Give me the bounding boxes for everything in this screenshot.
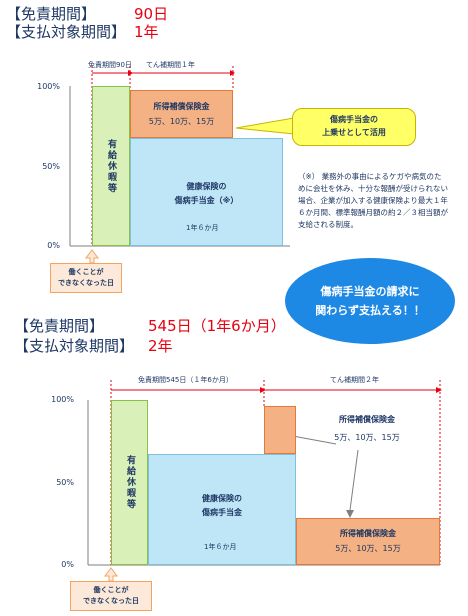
chart2-ytick-50: 50% (56, 478, 74, 487)
chart1-health-line1: 健康保険の (186, 182, 227, 191)
chart1-ytick-50: 50% (42, 162, 60, 171)
chart2-income-top-bar (264, 406, 296, 454)
chart2-health-line1: 健康保険の (202, 494, 242, 503)
chart2-health-duration: 1年６か月 (204, 543, 237, 551)
callout-line1: 傷病手当金の (330, 115, 378, 124)
section2-exempt-label: 【免責期間】 (14, 317, 105, 335)
chart1-health-line2: 傷病手当金（※） (174, 196, 239, 205)
chart1-paid-leave-label: 有給休暇等 (106, 139, 116, 194)
section1-coverage-value: 1年 (134, 23, 159, 41)
section1-exempt-label: 【免責期間】 (6, 5, 97, 23)
callout-box: 傷病手当金の 上乗せとして活用 (292, 108, 416, 146)
callout-pointer (235, 117, 294, 135)
chart2-income-title-top: 所得補償保険金 (339, 415, 395, 424)
chart2-paid-leave-label: 有給休暇等 (125, 455, 135, 510)
chart2-start-box: 働くことが できなくなった日 (70, 581, 152, 611)
section1-exempt-value: 90日 (134, 5, 169, 23)
chart2-start-line2: できなくなった日 (83, 597, 139, 605)
chart2-start-line1: 働くことが (93, 586, 129, 594)
chart2-ytick-0: 0% (61, 560, 74, 569)
chart1-health-duration: 1年６か月 (186, 224, 219, 232)
chart1-exempt-span-label: 免責期間90日 (88, 61, 132, 69)
section1-coverage-label: 【支払対象期間】 (6, 23, 127, 41)
chart2-income-title-bottom: 所得補償保険金 (340, 529, 396, 538)
chart2-ytick-100: 100% (51, 395, 74, 404)
highlight-bubble: 傷病手当金の請求に 関わらず支払える！！ (285, 258, 455, 344)
callout-line2: 上乗せとして活用 (322, 128, 386, 137)
chart1-note: （※） 業務外の事由によるケガや病気のために会社を休み、十分な報酬が受けられない… (298, 172, 448, 229)
chart1-start-box: 働くことが できなくなった日 (50, 263, 122, 293)
chart2-health-bar: 健康保険の 傷病手当金 (148, 454, 296, 565)
chart2-income-bottom-bar: 所得補償保険金 5万、10万、15万 (296, 518, 440, 565)
chart1-supplement-span-label: てん補期間１年 (146, 61, 195, 69)
chart2-health-line2: 傷病手当金 (202, 508, 242, 517)
chart1-start-line2: できなくなった日 (58, 279, 114, 287)
bubble-line1: 傷病手当金の請求に (320, 285, 420, 298)
section2-coverage-value: 2年 (148, 337, 173, 355)
bubble-line2: 関わらず支払える！！ (315, 304, 425, 317)
chart1-income-amounts: 5万、10万、15万 (148, 117, 215, 126)
chart1-paid-leave-bar: 有給休暇等 (92, 86, 130, 246)
chart1-ytick-0: 0% (47, 241, 60, 250)
section2-exempt-value: 545日（1年6か月） (148, 317, 286, 335)
chart1-start-line1: 働くことが (68, 268, 104, 276)
chart1-income-title: 所得補償保険金 (153, 102, 210, 111)
chart2-income-amounts-bottom: 5万、10万、15万 (335, 544, 401, 553)
chart1-health-bar: 健康保険の 傷病手当金（※） (130, 138, 283, 246)
chart1-income-bar: 所得補償保険金 5万、10万、15万 (130, 90, 233, 138)
chart2-paid-leave-bar: 有給休暇等 (111, 400, 148, 565)
section2-coverage-label: 【支払対象期間】 (14, 337, 135, 355)
chart2-supplement-span-label: てん補期間２年 (330, 376, 379, 384)
chart2-income-amounts-top: 5万、10万、15万 (334, 433, 400, 442)
chart2-exempt-span-label: 免責期間545日（１年6か月） (138, 376, 233, 384)
chart1-ytick-100: 100% (37, 82, 60, 91)
